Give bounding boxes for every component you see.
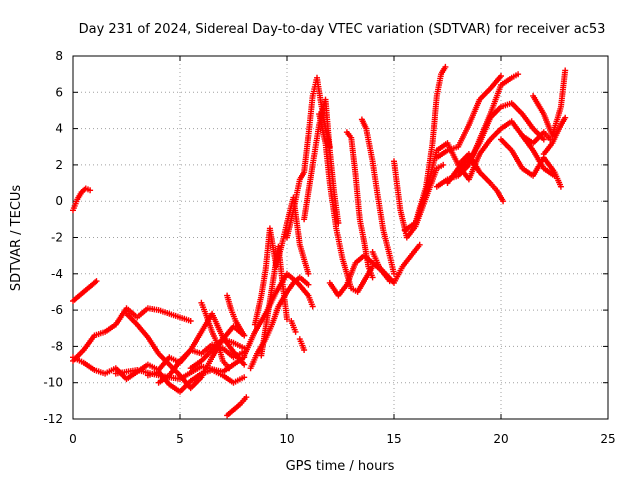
series-sat-3 — [70, 305, 194, 364]
series-sat-26 — [391, 158, 447, 241]
series-sat-10 — [198, 299, 233, 372]
series-sat-29 — [433, 73, 504, 161]
axis-ticks — [72, 55, 609, 420]
x-tick-label: 5 — [176, 432, 184, 446]
x-tick-label: 10 — [279, 432, 294, 446]
series-sat-7 — [144, 367, 248, 395]
y-tick-label: 4 — [55, 122, 63, 136]
y-tick-label: -4 — [51, 267, 63, 281]
series-sat-35 — [519, 129, 554, 147]
series-sat-20 — [301, 96, 342, 226]
x-axis-tick-labels: 0 5 10 15 20 25 — [69, 432, 615, 446]
series-sat-25 — [369, 241, 423, 286]
x-axis-label: GPS time / hours — [286, 459, 395, 474]
series-sat-18 — [288, 318, 299, 335]
y-axis-tick-labels: -12 -10 -8 -6 -4 -2 0 2 4 6 8 — [43, 49, 63, 426]
y-tick-label: -6 — [51, 303, 63, 317]
series-sat-1 — [70, 185, 94, 214]
series-sat-36 — [530, 67, 569, 139]
y-tick-label: -2 — [51, 231, 63, 245]
series-sat-37 — [540, 114, 569, 157]
y-tick-label: 2 — [55, 158, 63, 172]
y-tick-label: -10 — [43, 376, 63, 390]
series-sat-33 — [455, 118, 558, 183]
chart-grid — [73, 56, 608, 419]
series-sat-2 — [70, 278, 100, 304]
y-axis-label: SDTVAR / TECUs — [9, 185, 24, 292]
series-sat-21 — [316, 111, 376, 295]
x-tick-label: 20 — [493, 432, 508, 446]
series-sat-34 — [498, 136, 564, 190]
y-tick-label: 8 — [55, 49, 63, 63]
chart-series-group — [70, 63, 569, 419]
series-sat-13 — [241, 270, 316, 359]
y-tick-label: -8 — [51, 339, 63, 353]
y-tick-label: 6 — [55, 85, 63, 99]
y-tick-label: -12 — [43, 412, 63, 426]
series-sat-16 — [258, 243, 290, 359]
series-sat-23 — [343, 129, 376, 281]
x-tick-label: 25 — [600, 432, 615, 446]
series-sat-12 — [224, 394, 250, 419]
y-tick-label: 0 — [55, 194, 63, 208]
x-tick-label: 15 — [386, 432, 401, 446]
series-sat-24 — [358, 116, 397, 277]
x-tick-label: 0 — [69, 432, 77, 446]
series-sat-32 — [455, 100, 547, 176]
chart-title: Day 231 of 2024, Sidereal Day-to-day VTE… — [79, 22, 606, 37]
series-sat-19 — [296, 336, 308, 353]
series-sat-11 — [224, 292, 248, 339]
